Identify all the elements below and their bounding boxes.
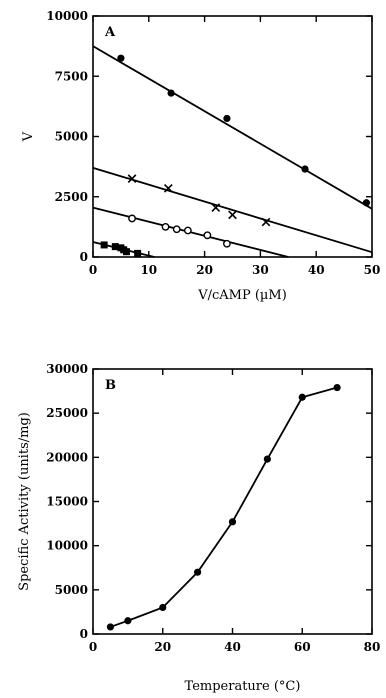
panel-a-series-2-point	[163, 183, 173, 193]
panel-b-activity-point	[298, 393, 306, 401]
panel-a-ytick-label: 5000	[55, 130, 88, 144]
panel-a-series-4-point	[111, 243, 119, 251]
panel-b-frame	[92, 368, 373, 635]
panel-a-series-3-point	[203, 231, 212, 240]
panel-a-xtick-label: 50	[364, 263, 381, 277]
panel-a-series-3-point	[223, 239, 231, 248]
panel-b-xtick-label: 60	[294, 640, 311, 654]
panel-b-ytick-label: 30000	[46, 362, 88, 376]
panel-a-series-1-point	[301, 165, 309, 173]
panel-b-y-axis-label: Specific Activity (units/mg)	[17, 412, 32, 591]
panel-b-ytick-label: 25000	[46, 406, 88, 420]
panel-b-activity-point	[159, 603, 167, 612]
panel-a-fit-line-2	[92, 166, 373, 254]
panel-a-ytick-label: 7500	[55, 69, 88, 83]
panel-a-series-4-point	[100, 241, 108, 249]
panel-a-xtick-label: 40	[308, 263, 325, 277]
panel-a-series-3-point	[128, 214, 136, 223]
panel-b-xtick-label: 40	[224, 640, 241, 654]
panel-b-activity-point	[228, 518, 237, 526]
panel-b-activity-line	[110, 386, 338, 628]
panel-b-xtick-label: 20	[154, 640, 171, 654]
panel-a-xtick-label: 0	[89, 263, 97, 277]
panel-a-series-3-point	[161, 222, 170, 231]
panel-a-fit-line-1	[92, 45, 373, 210]
panel-b-activity-point	[333, 383, 341, 392]
panel-a-ytick-label: 0	[80, 250, 88, 264]
panel-a-panel-label: A	[104, 25, 116, 40]
panel-b-activity-point	[124, 617, 132, 625]
panel-b-ytick-label: 10000	[46, 539, 88, 553]
panel-b-activity-point	[194, 568, 202, 576]
panel-b-ytick-label: 5000	[55, 583, 88, 597]
panel-a-series-3-point	[172, 225, 181, 234]
panel-b-x-axis-label: Temperature (°C)	[185, 679, 301, 694]
panel-a-y-axis-label: V	[21, 131, 36, 142]
panel-a-ytick-label: 2500	[55, 190, 88, 204]
panel-a-series-1-point	[167, 89, 175, 97]
panel-b-activity-point	[106, 623, 115, 631]
panel-a-series-1-point	[117, 54, 125, 62]
panel-a-series-2-point	[127, 174, 137, 184]
panel-b-ytick-label: 0	[80, 627, 88, 641]
panel-b-xtick-label: 80	[364, 640, 381, 654]
panel-a-xtick-label: 30	[252, 263, 269, 277]
panel-a-series-1-point	[223, 114, 231, 123]
panel-a-series-3-point	[183, 226, 192, 235]
panel-a-series-4-point	[134, 249, 142, 257]
panel-a-series-2-point	[211, 203, 221, 212]
panel-b-panel-label: B	[105, 378, 116, 393]
panel-a-ytick-label: 10000	[46, 9, 88, 23]
panel-b-ytick-label: 20000	[46, 450, 88, 464]
panel-a-x-axis-label: V/cAMP (µM)	[197, 288, 287, 303]
panel-a-xtick-label: 20	[196, 263, 213, 277]
panel-a-series-4-point	[122, 248, 130, 256]
panel-b-activity-point	[263, 455, 271, 463]
panel-a-series-1-point	[362, 199, 371, 207]
panel-a-series-2-point	[261, 217, 271, 227]
panel-b-ytick-label: 15000	[46, 495, 88, 509]
panel-b-xtick-label: 0	[89, 640, 97, 654]
panel-a-series-2-point	[228, 210, 237, 220]
panel-a-xtick-label: 10	[140, 263, 157, 277]
